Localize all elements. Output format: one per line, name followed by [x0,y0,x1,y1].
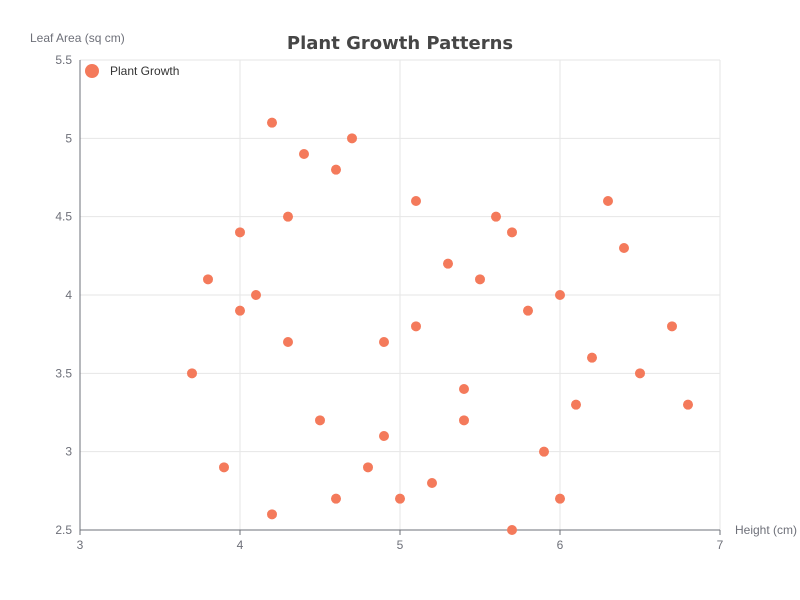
x-tick-label: 4 [237,538,244,552]
y-axis-label: Leaf Area (sq cm) [30,31,125,45]
y-tick-label: 5.5 [55,53,72,67]
y-tick-label: 3.5 [55,366,72,380]
y-tick-label: 4 [65,288,72,302]
legend-marker [85,64,99,78]
data-point[interactable] [523,305,533,316]
data-point[interactable] [555,493,565,504]
legend-label: Plant Growth [110,64,179,78]
data-point[interactable] [251,290,261,300]
data-point[interactable] [507,227,517,238]
data-point[interactable] [187,368,197,379]
data-point[interactable] [347,133,357,144]
data-point[interactable] [603,196,613,206]
y-tick-label: 4.5 [55,210,72,224]
data-point[interactable] [219,462,229,473]
data-point[interactable] [667,321,677,332]
grid [80,59,721,530]
data-point[interactable] [683,399,693,410]
data-point[interactable] [555,290,565,300]
data-point[interactable] [587,352,597,363]
y-tick-label: 5 [65,131,72,145]
data-point[interactable] [443,258,453,269]
data-point[interactable] [283,337,293,347]
tick-labels: 3 4 5 6 7 2.5 3 3.5 4 4.5 5 5.5 [55,53,723,552]
data-point[interactable] [635,368,645,379]
x-tick-label: 7 [717,538,724,552]
data-point[interactable] [315,415,325,426]
data-point[interactable] [235,227,245,238]
data-point[interactable] [459,415,469,426]
data-point[interactable] [379,337,389,347]
chart-title: Plant Growth Patterns [287,33,513,54]
data-point[interactable] [395,493,405,504]
data-point[interactable] [267,117,277,128]
x-axis-label: Height (cm) [735,523,797,537]
data-point[interactable] [539,446,549,457]
data-point[interactable] [571,399,581,410]
data-point[interactable] [299,149,309,159]
x-tick-label: 6 [557,538,564,552]
data-point[interactable] [363,462,373,473]
data-point[interactable] [411,321,421,332]
x-tick-label: 5 [397,538,404,552]
data-point[interactable] [331,164,341,175]
data-point[interactable] [379,431,389,441]
data-point[interactable] [331,493,341,504]
legend[interactable]: Plant Growth [85,64,179,78]
x-tick-label: 3 [77,538,84,552]
data-point[interactable] [235,305,245,316]
data-point[interactable] [427,478,437,488]
data-point[interactable] [619,243,629,253]
data-point[interactable] [411,196,421,206]
data-point[interactable] [203,274,213,285]
data-point[interactable] [475,274,485,285]
data-point[interactable] [267,509,277,520]
data-point[interactable] [459,384,469,394]
y-tick-label: 2.5 [55,523,72,537]
axes [79,60,721,535]
y-tick-label: 3 [65,445,72,459]
data-point[interactable] [491,211,501,222]
data-point[interactable] [507,525,517,535]
data-point[interactable] [283,211,293,222]
data-points [187,117,693,535]
